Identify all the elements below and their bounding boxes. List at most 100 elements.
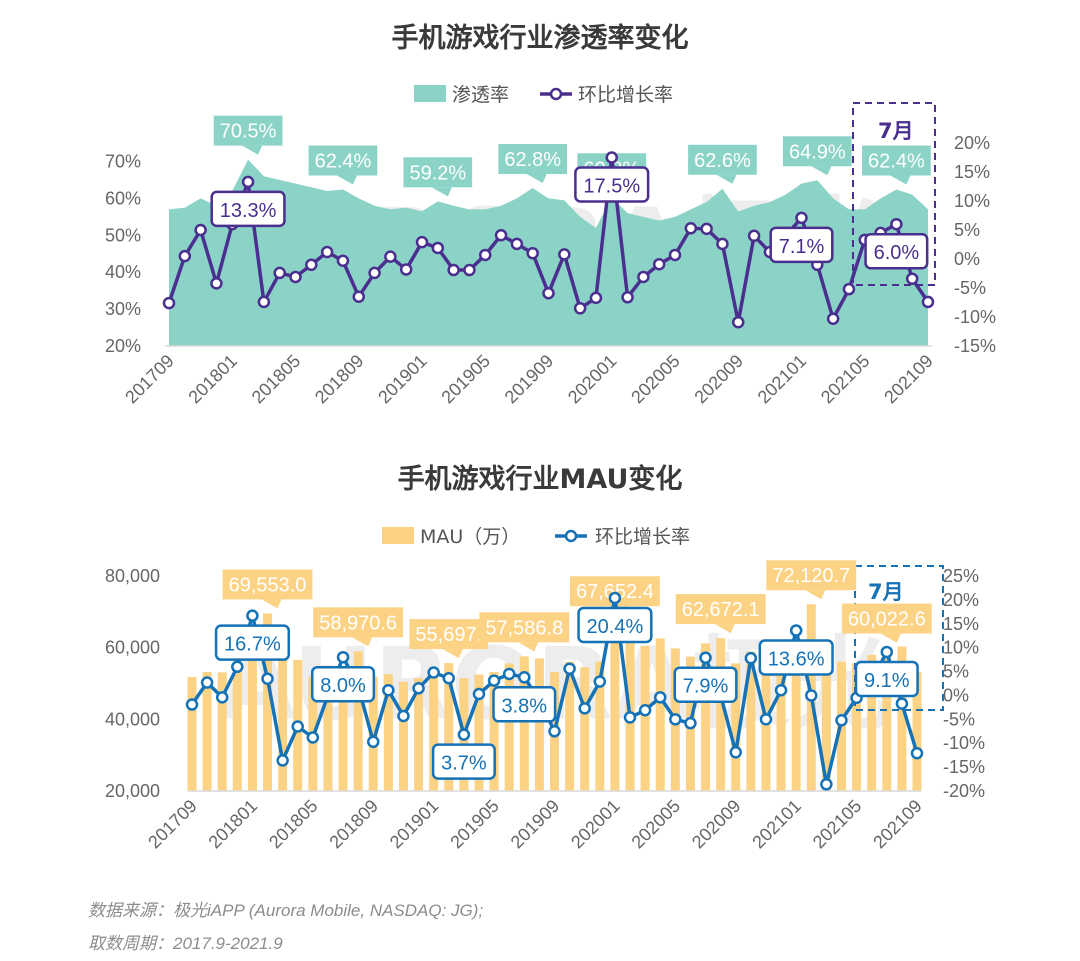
- growth-point: [747, 229, 761, 243]
- growth-point: [447, 263, 460, 277]
- value-label: 62.4%: [315, 151, 372, 173]
- value-label: 62.8%: [504, 149, 561, 171]
- growth-label: 17.5%: [583, 176, 640, 198]
- label-pointer: [805, 590, 826, 600]
- legend-area-label: 渗透率: [452, 84, 509, 106]
- growth-label-box: [577, 606, 653, 644]
- left-axis-tick: 20%: [105, 336, 141, 356]
- x-axis-tick: 202105: [817, 351, 874, 408]
- growth-point: [826, 312, 840, 325]
- growth-point: [368, 266, 381, 280]
- growth-label: 7.9%: [683, 676, 729, 698]
- x-axis-tick: 201809: [325, 796, 382, 853]
- label-pointer: [261, 599, 282, 609]
- growth-point: [291, 720, 304, 733]
- growth-point: [412, 682, 425, 695]
- legend-marker-icon: [564, 529, 578, 543]
- x-axis-tick: 201801: [205, 796, 262, 853]
- label-pointer: [518, 642, 539, 652]
- x-axis-tick: 202001: [564, 351, 621, 408]
- growth-point: [479, 248, 492, 262]
- mau-bar: [232, 662, 242, 791]
- growth-point: [593, 675, 607, 688]
- growth-point: [563, 662, 576, 675]
- mau-bar: [897, 646, 907, 791]
- growth-point: [842, 282, 856, 296]
- mau-bar: [187, 677, 197, 791]
- x-axis-tick: 201905: [446, 796, 503, 853]
- value-label: 58,970.6: [319, 612, 397, 634]
- growth-label-box: [673, 666, 738, 703]
- right-axis-tick: 10%: [943, 638, 979, 658]
- value-label-box: [479, 612, 570, 643]
- mau-bar: [610, 620, 620, 791]
- growth-point: [910, 747, 924, 760]
- label-pointer: [716, 174, 737, 184]
- growth-point: [472, 687, 486, 701]
- growth-label-box: [864, 232, 929, 270]
- x-axis-tick: 202101: [754, 351, 811, 408]
- value-label-box: [841, 603, 932, 634]
- mau-bar: [716, 638, 726, 791]
- right-axis-tick: 25%: [943, 566, 979, 586]
- growth-point: [463, 263, 476, 277]
- growth-point: [921, 295, 935, 309]
- growth-point: [820, 778, 833, 791]
- value-label-box: [403, 157, 473, 188]
- right-axis-tick: -20%: [943, 781, 985, 801]
- growth-label-box: [431, 743, 496, 780]
- growth-point: [623, 711, 637, 724]
- growth-label-box: [210, 190, 286, 228]
- growth-point: [215, 691, 229, 704]
- growth-point: [637, 270, 650, 284]
- value-label: 62.6%: [694, 150, 751, 172]
- chart2-legend: MAU（万） 环比增长率: [382, 526, 690, 548]
- value-label-box: [222, 569, 313, 600]
- growth-point: [880, 645, 894, 659]
- left-axis-tick: 30%: [105, 299, 141, 319]
- growth-point: [608, 591, 622, 605]
- growth-label-box: [310, 665, 376, 703]
- value-label: 57,586.8: [485, 617, 563, 639]
- x-axis-tick: 201709: [121, 351, 178, 408]
- value-label-box: [213, 115, 283, 146]
- growth-label: 13.3%: [220, 200, 277, 222]
- right-axis-tick: 15%: [954, 162, 990, 182]
- footer-period: 取数周期：2017.9-2021.9: [88, 934, 283, 953]
- mau-bar: [640, 645, 650, 791]
- x-axis-tick: 201901: [374, 351, 431, 408]
- left-axis-tick: 60%: [105, 188, 141, 208]
- growth-point: [684, 222, 698, 235]
- growth-point: [589, 291, 603, 305]
- chart1-title: 手机游戏行业渗透率变化: [392, 22, 689, 54]
- label-pointer: [242, 145, 263, 155]
- x-axis-tick: 202009: [688, 796, 745, 853]
- growth-point: [261, 672, 274, 685]
- x-axis-tick: 202101: [748, 796, 805, 853]
- mau-bar: [867, 654, 877, 791]
- growth-point: [442, 671, 456, 685]
- growth-point: [162, 296, 176, 310]
- growth-point: [518, 671, 531, 684]
- growth-point: [542, 286, 555, 300]
- growth-point: [185, 698, 199, 711]
- label-pointer: [714, 624, 735, 634]
- right-axis-tick: -5%: [954, 278, 986, 298]
- mau-bar: [912, 672, 922, 791]
- right-axis-tick: -5%: [943, 709, 975, 729]
- growth-label: 7.1%: [779, 236, 825, 258]
- growth-point: [367, 735, 380, 749]
- value-label-box: [498, 144, 568, 175]
- right-axis-tick: 5%: [954, 220, 980, 240]
- left-axis-tick: 80,000: [105, 566, 160, 586]
- mau-bar: [278, 659, 288, 791]
- growth-point: [194, 223, 207, 237]
- growth-point: [200, 676, 214, 689]
- legend-bar-label: MAU（万）: [420, 526, 520, 548]
- x-axis-tick: 201909: [501, 351, 558, 408]
- growth-point: [684, 716, 697, 730]
- x-axis-tick: 201805: [248, 351, 305, 408]
- mau-bar: [444, 663, 454, 791]
